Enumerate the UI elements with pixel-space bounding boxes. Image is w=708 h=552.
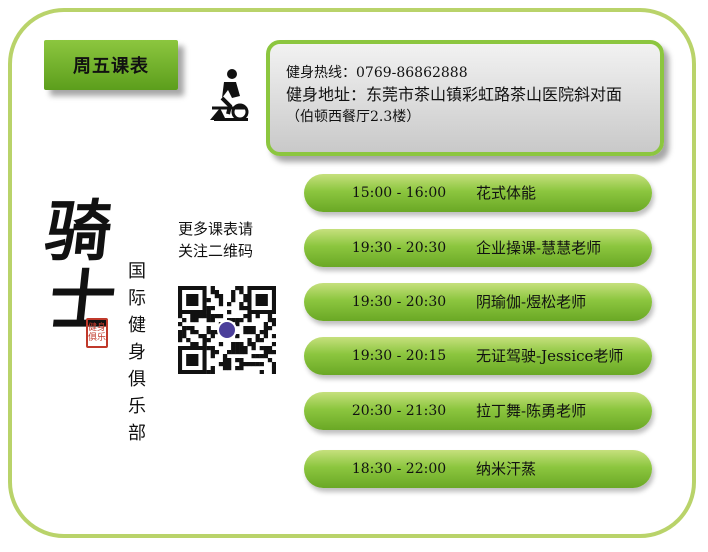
club-name-char: 国 <box>128 261 146 282</box>
class-time: 18:30 - 22:00 <box>351 461 447 477</box>
qr-caption-line1: 更多课表请 <box>178 220 254 238</box>
schedule-row: 18:30 - 22:00 纳米汗蒸 <box>304 450 652 488</box>
class-time: 20:30 - 21:30 <box>351 403 447 419</box>
cyclist-icon <box>210 69 249 121</box>
club-name-char: 乐 <box>128 396 146 417</box>
schedule-row: 15:00 - 16:00 花式体能 <box>304 174 652 212</box>
club-name-char: 健 <box>128 315 146 336</box>
club-name-char: 部 <box>128 423 146 444</box>
class-time: 19:30 - 20:30 <box>351 240 447 256</box>
logo-char-2: 士 <box>45 262 120 340</box>
qr-code-icon[interactable] <box>178 286 276 374</box>
contact-info-box: 健身热线：0769-86862888 健身地址：东莞市茶山镇彩虹路茶山医院斜对面… <box>266 40 664 156</box>
class-name: 拉丁舞-陈勇老师 <box>476 402 587 420</box>
club-name-vertical: 国 际 健 身 俱 乐 部 <box>128 258 150 447</box>
class-time: 19:30 - 20:15 <box>351 348 447 364</box>
logo-seal: 健身 俱乐 <box>86 318 108 348</box>
address-text: 健身地址：东莞市茶山镇彩虹路茶山医院斜对面 <box>286 85 623 104</box>
qr-caption: 更多课表请 关注二维码 <box>178 218 253 262</box>
club-name-char: 身 <box>128 342 146 363</box>
class-name: 无证驾驶-Jessice老师 <box>476 347 624 365</box>
class-name: 纳米汗蒸 <box>476 460 537 478</box>
hotline-text: 健身热线：0769-86862888 <box>286 65 468 81</box>
class-name: 阴瑜伽-煜松老师 <box>476 293 587 311</box>
schedule-row: 19:30 - 20:30 企业操课-慧慧老师 <box>304 229 652 267</box>
day-title-tab: 周五课表 <box>44 40 178 90</box>
schedule-row: 20:30 - 21:30 拉丁舞-陈勇老师 <box>304 392 652 430</box>
qr-caption-line2: 关注二维码 <box>178 242 254 260</box>
class-time: 19:30 - 20:30 <box>351 294 447 310</box>
class-name: 花式体能 <box>476 184 537 202</box>
class-name: 企业操课-慧慧老师 <box>476 239 602 257</box>
club-name-char: 际 <box>128 288 146 309</box>
club-name-char: 俱 <box>128 369 146 390</box>
class-time: 15:00 - 16:00 <box>351 185 447 201</box>
address-note: （伯顿西餐厅2.3楼） <box>286 109 421 125</box>
schedule-row: 19:30 - 20:15 无证驾驶-Jessice老师 <box>304 337 652 375</box>
schedule-row: 19:30 - 20:30 阴瑜伽-煜松老师 <box>304 283 652 321</box>
day-title: 周五课表 <box>73 56 149 77</box>
